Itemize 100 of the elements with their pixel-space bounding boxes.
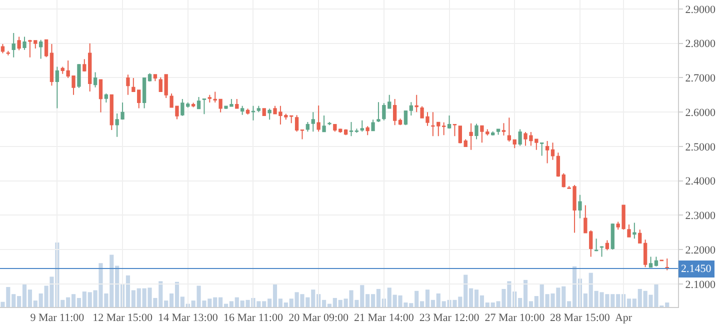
x-tick-label: 16 Mar 11:00	[223, 312, 284, 324]
candlestick	[294, 114, 299, 132]
candlestick	[491, 130, 495, 136]
candlestick	[104, 93, 108, 103]
candlestick	[643, 239, 648, 268]
candlestick	[44, 39, 48, 58]
y-tick-label: 2.9000	[685, 4, 716, 16]
y-tick-label: 2.8000	[685, 38, 716, 50]
candlestick	[392, 98, 397, 126]
candlestick	[158, 76, 162, 92]
candlestick	[0, 44, 5, 54]
y-tick-label: 2.3000	[685, 210, 716, 222]
candlestick	[545, 140, 550, 164]
candlestick	[452, 124, 457, 137]
candlestick	[202, 98, 206, 115]
candlestick	[316, 105, 320, 132]
candlestick	[442, 122, 446, 136]
ref-line-label: 2.1450	[681, 263, 712, 275]
candlestick	[556, 152, 560, 178]
candlestick	[540, 142, 544, 156]
candlestick	[414, 94, 418, 113]
candlestick	[50, 44, 54, 86]
candlestick	[88, 42, 92, 92]
candlestick	[550, 142, 555, 160]
candlestick	[507, 117, 512, 142]
candlestick	[605, 240, 610, 251]
candlestick	[464, 138, 468, 148]
candlestick	[240, 105, 244, 116]
x-tick-label: Apr	[614, 312, 632, 324]
candlestick	[518, 128, 522, 146]
candlestick	[256, 105, 261, 113]
candlestick	[290, 115, 294, 124]
x-tick-label: 28 Mar 15:00	[550, 312, 610, 324]
candlestick	[262, 108, 266, 116]
x-tick-label: 21 Mar 14:00	[354, 312, 414, 324]
candlestick	[627, 224, 631, 238]
candlestick	[22, 36, 26, 50]
candlestick	[17, 36, 21, 51]
x-tick-label: 14 Mar 13:00	[158, 312, 218, 324]
candlestick	[469, 122, 473, 150]
candlestick	[191, 102, 196, 108]
candlestick	[404, 110, 408, 126]
x-tick-label: 9 Mar 11:00	[30, 312, 85, 324]
y-tick-label: 2.1000	[685, 278, 716, 291]
candlestick	[268, 108, 272, 120]
candlestick	[610, 222, 614, 250]
candlestick	[6, 50, 10, 56]
candlestick	[458, 126, 462, 144]
candlestick	[398, 118, 402, 126]
candlestick	[110, 94, 114, 130]
candlestick	[366, 126, 370, 136]
candlestick	[306, 122, 310, 132]
candlestick	[142, 77, 146, 109]
x-tick-label: 27 Mar 10:00	[484, 312, 546, 324]
candlestick	[578, 194, 582, 219]
candlestick	[93, 72, 98, 88]
y-tick-label: 2.5000	[685, 141, 716, 154]
candlestick	[208, 94, 212, 103]
candlestick	[164, 74, 168, 98]
candlestick	[360, 120, 364, 132]
candlestick	[322, 115, 326, 133]
x-tick-label: 23 Mar 12:00	[419, 312, 480, 324]
y-tick-label: 2.2000	[685, 244, 716, 256]
candlestick	[246, 108, 250, 115]
y-tick-label: 2.7000	[685, 72, 716, 85]
y-tick-label: 2.6000	[685, 106, 716, 119]
candlestick	[600, 246, 604, 258]
candlestick	[82, 58, 86, 72]
candlestick	[512, 139, 516, 149]
candlestick	[328, 122, 332, 126]
candlestick	[55, 66, 60, 109]
candlestick	[502, 122, 506, 136]
candlestick	[654, 256, 658, 267]
candlestick	[354, 128, 359, 134]
candlestick	[665, 258, 669, 271]
x-tick-label: 20 Mar 09:00	[288, 312, 350, 324]
candlestick	[196, 96, 201, 110]
candlestick	[474, 123, 478, 140]
candlestick	[235, 98, 239, 110]
y-tick-label: 2.4000	[685, 176, 716, 188]
candlestick	[447, 115, 452, 130]
candlestick	[12, 32, 16, 58]
candlestick	[632, 222, 636, 240]
candlestick	[376, 102, 380, 123]
candlestick	[77, 63, 81, 89]
x-tick-label: 12 Mar 15:00	[92, 312, 153, 324]
candlestick	[562, 172, 566, 188]
candlestick	[148, 72, 152, 82]
candlestick	[496, 128, 500, 136]
candlestick	[648, 256, 653, 268]
candlestick	[311, 112, 315, 132]
candlestick	[344, 128, 348, 136]
candlestick	[371, 119, 375, 132]
candlestick	[39, 39, 43, 60]
candlestick	[98, 78, 103, 113]
candlestick	[409, 102, 413, 116]
candlestick	[251, 105, 256, 121]
candlestick	[126, 74, 130, 96]
candlestick	[300, 129, 304, 140]
candlestick	[638, 229, 642, 244]
